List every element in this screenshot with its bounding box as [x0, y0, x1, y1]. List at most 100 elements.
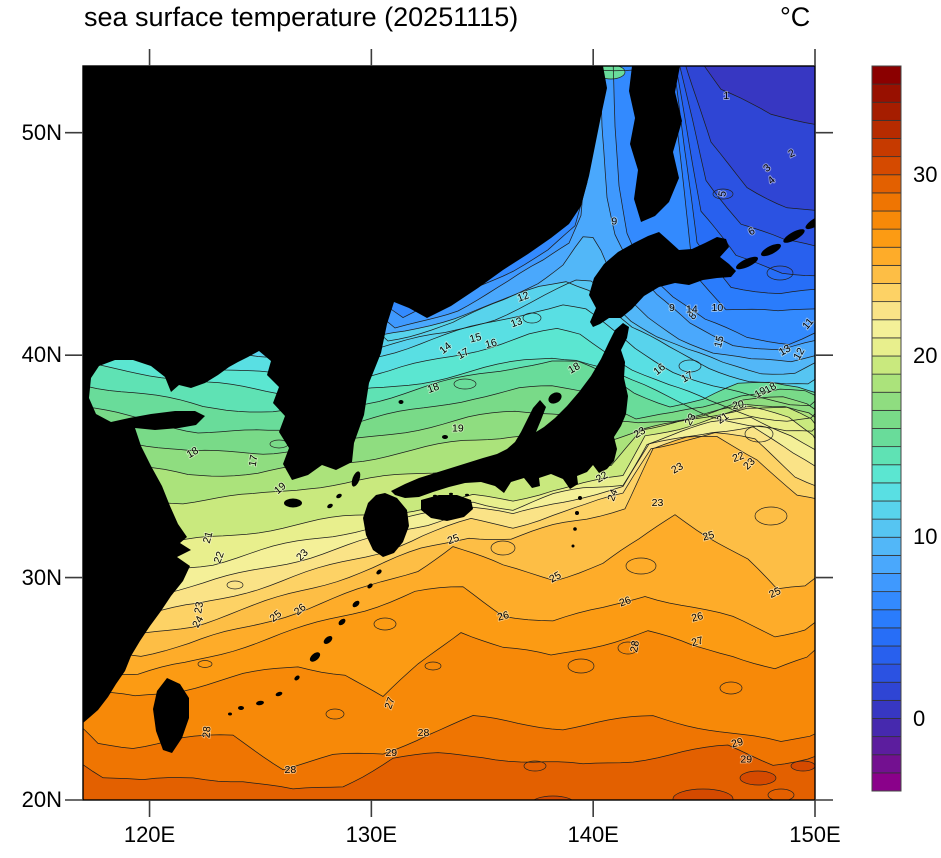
colorbar-cell — [871, 210, 902, 230]
landmass-honshu — [391, 323, 629, 498]
isotherm-label: 28 — [628, 640, 642, 654]
island — [238, 706, 244, 710]
island — [351, 471, 361, 487]
colorbar-cell — [871, 627, 902, 647]
isotherm-label: 25 — [701, 529, 716, 544]
colorbar-cell — [871, 301, 902, 321]
landmass-taiwan — [153, 678, 189, 753]
sst-band — [83, 436, 815, 657]
island — [294, 675, 300, 681]
island — [309, 652, 321, 662]
colorbar-tick-label-30: 30 — [913, 161, 938, 187]
island — [761, 243, 781, 257]
lon-axis-label-120E: 120E — [123, 822, 176, 847]
colorbar-cell — [871, 554, 902, 574]
colorbar-cell — [871, 373, 902, 393]
colorbar-cell — [871, 83, 902, 103]
isotherm-label: 9 — [669, 302, 675, 314]
colorbar-unit-label: °C — [780, 2, 811, 32]
colorbar-cell — [871, 681, 902, 701]
island — [336, 493, 342, 499]
isotherm-label: 26 — [618, 594, 633, 609]
isotherm-line — [675, 66, 815, 277]
isotherm-label: 27 — [690, 635, 705, 650]
colorbar-cell — [871, 645, 902, 665]
isotherm-line — [479, 66, 815, 294]
isotherm-label: 22 — [731, 450, 746, 465]
lon-axis-label-130E: 130E — [345, 822, 398, 847]
island — [367, 583, 373, 589]
colorbar-cell — [871, 500, 902, 520]
isotherm-line — [83, 404, 815, 477]
colorbar-cell — [871, 228, 902, 248]
sst-band — [83, 417, 815, 596]
colorbar-cell — [871, 65, 902, 85]
isotherm-line — [83, 360, 815, 413]
sst-band — [83, 385, 815, 455]
island — [398, 400, 404, 404]
island — [323, 636, 333, 644]
isotherm-label: 29 — [730, 736, 745, 751]
isotherm-label: 1 — [723, 90, 729, 102]
isotherm-label: 14 — [686, 303, 698, 315]
island — [575, 511, 579, 515]
landmass-hokkaido — [589, 232, 736, 327]
sst-band — [83, 745, 815, 800]
isotherm-label: 18 — [426, 381, 441, 396]
isotherm-label: 5 — [716, 190, 729, 198]
colorbar-cell — [871, 609, 902, 629]
land-group — [83, 66, 815, 753]
landmass-sakhalin — [629, 66, 682, 222]
colorbar-cell — [871, 718, 902, 738]
lat-axis-label-50N: 50N — [21, 119, 62, 145]
colorbar-cell — [871, 355, 902, 375]
island — [548, 392, 562, 404]
isotherm-line — [83, 396, 815, 455]
colorbar-cell — [871, 591, 902, 611]
sst-band — [566, 66, 815, 294]
isotherm-label: 22 — [212, 550, 227, 565]
island — [256, 700, 264, 706]
colorbar-cell — [871, 138, 902, 158]
isotherm-label: 17 — [247, 454, 261, 468]
isotherm-line — [83, 744, 815, 790]
landmass-shikoku — [421, 495, 473, 521]
sst-band — [83, 715, 815, 789]
island — [275, 691, 283, 697]
isotherm-label: 15 — [468, 331, 483, 346]
landmass-mainland — [83, 66, 607, 723]
map-frame — [65, 49, 833, 817]
lat-axis-label-40N: 40N — [21, 342, 62, 368]
colorbar-cell — [871, 101, 902, 121]
isotherm-label: 25 — [446, 532, 461, 547]
colorbar-cell — [871, 283, 902, 303]
isotherm-label: 28 — [201, 726, 214, 739]
colorbar-cell — [871, 192, 902, 212]
isotherm-label: 26 — [496, 609, 511, 624]
isotherm-line — [83, 514, 815, 657]
isotherm-label: 19 — [452, 422, 464, 434]
colorbar — [871, 65, 902, 792]
colorbar-cell — [871, 319, 902, 339]
isotherm-line — [83, 385, 815, 434]
sst-band — [83, 432, 815, 633]
colorbar-cell — [871, 156, 902, 176]
colorbar-cell — [871, 482, 902, 502]
isotherm-line — [83, 630, 815, 697]
colorbar-cell — [871, 119, 902, 139]
colorbar-cell — [871, 428, 902, 448]
isotherm-label: 24 — [605, 488, 620, 503]
isotherm-line — [703, 66, 815, 125]
lat-axis-label-30N: 30N — [21, 564, 62, 590]
isotherm-label: 12 — [516, 289, 531, 304]
colorbar-cell — [871, 246, 902, 266]
colorbar-cell — [871, 337, 902, 357]
sst-band — [679, 66, 815, 246]
island — [571, 544, 575, 548]
island — [578, 496, 582, 500]
colorbar-cell — [871, 391, 902, 411]
lat-axis-label-20N: 20N — [21, 787, 62, 812]
island — [449, 492, 453, 496]
